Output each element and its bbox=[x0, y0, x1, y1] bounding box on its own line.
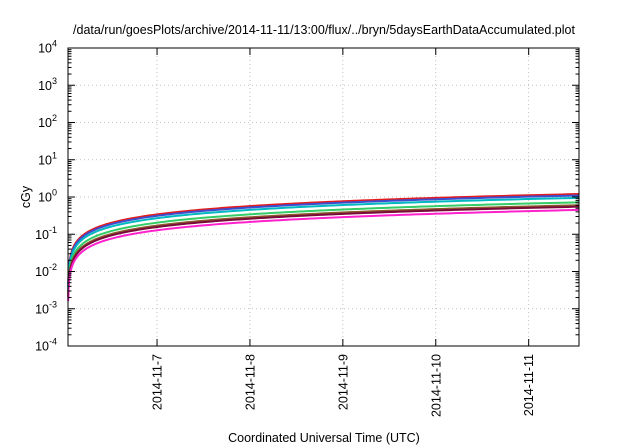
y-tick-label: 101 bbox=[38, 150, 57, 167]
y-tick-label: 100 bbox=[38, 188, 57, 205]
y-tick-label: 10-1 bbox=[35, 225, 57, 242]
y-tick-label: 10-2 bbox=[35, 262, 57, 279]
series-line-2 bbox=[67, 194, 580, 287]
x-tick-label: 2014-11-7 bbox=[151, 354, 165, 410]
x-tick-label: 2014-11-9 bbox=[336, 354, 350, 410]
y-tick-label: 103 bbox=[38, 76, 57, 93]
chart-title: /data/run/goesPlots/archive/2014-11-11/1… bbox=[73, 23, 575, 37]
series-line-5 bbox=[67, 204, 580, 297]
y-tick-label: 102 bbox=[38, 113, 57, 130]
series-line-1 bbox=[67, 193, 580, 286]
series-line-6 bbox=[67, 205, 580, 298]
x-axis: 2014-11-7 2014-11-8 2014-11-9 2014-11-10 201… bbox=[151, 48, 536, 417]
x-tick-label: 2014-11-11 bbox=[522, 354, 536, 416]
series-lines bbox=[67, 193, 580, 302]
series-line-3 bbox=[67, 196, 580, 289]
y-tick-label: 10-4 bbox=[35, 337, 57, 354]
x-axis-label: Coordinated Universal Time (UTC) bbox=[228, 431, 420, 445]
series-line-4 bbox=[67, 201, 580, 294]
x-tick-label: 2014-11-8 bbox=[243, 354, 257, 410]
series-line-7 bbox=[67, 208, 580, 302]
x-tick-label: 2014-11-10 bbox=[429, 354, 443, 417]
y-axis-label: cGy bbox=[19, 185, 33, 208]
y-tick-label: 10-3 bbox=[35, 299, 57, 316]
y-axis: 10-4 10-3 10-2 10-1 100 101 102 103 104 bbox=[35, 39, 579, 354]
y-tick-label: 104 bbox=[38, 39, 57, 56]
